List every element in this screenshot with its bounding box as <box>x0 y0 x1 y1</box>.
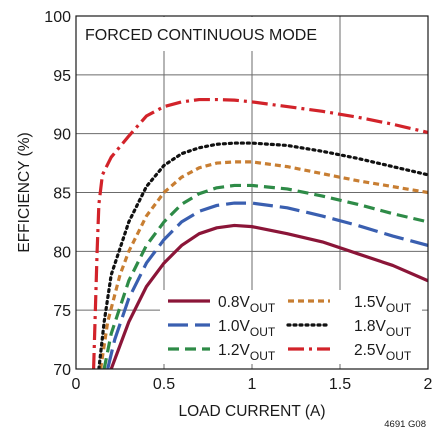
x-tick-label-0: 0 <box>72 376 81 393</box>
plot-frame <box>75 15 429 370</box>
legend-label-0: 0.8VOUT <box>218 294 276 315</box>
y-tick-label-0: 70 <box>53 362 71 379</box>
y-tick-label-3: 85 <box>53 186 71 203</box>
series-line-0 <box>109 223 428 369</box>
x-axis-title: LOAD CURRENT (A) <box>179 403 326 420</box>
annotation-background <box>77 17 313 51</box>
legend-label-4: 1.8VOUT <box>354 318 412 339</box>
legend-label-1: 1.0VOUT <box>218 318 276 339</box>
legend-label-2: 1.2VOUT <box>218 342 276 363</box>
x-tick-label-3: 1.5 <box>329 376 351 393</box>
legend-label-5: 2.5VOUT <box>354 342 412 363</box>
figure-id: 4691 G08 <box>384 419 426 430</box>
y-tick-label-6: 100 <box>44 9 71 26</box>
series-layer <box>92 97 428 369</box>
y-tick-label-5: 95 <box>53 68 71 85</box>
series-line-5 <box>92 97 428 369</box>
legend-label-3: 1.5VOUT <box>354 294 412 315</box>
series-line-4 <box>97 141 428 369</box>
series-line-3 <box>99 160 428 369</box>
y-tick-label-4: 90 <box>53 127 71 144</box>
series-line-1 <box>106 201 428 369</box>
x-tick-label-4: 2 <box>424 376 433 393</box>
y-tick-label-2: 80 <box>53 244 71 261</box>
series-line-2 <box>102 183 428 369</box>
x-tick-label-2: 1 <box>248 376 257 393</box>
y-tick-label-1: 75 <box>53 303 71 320</box>
legend: 0.8VOUT 1.0VOUT 1.2VOUT 1.5VOUT 1.8VOUT 2.5VO… <box>160 290 422 364</box>
tick-label-layer: 0 0.5 1 1.5 2 70 75 80 85 90 95 100 <box>44 9 432 393</box>
mode-annotation: FORCED CONTINUOUS MODE <box>85 27 317 44</box>
annotation-layer: FORCED CONTINUOUS MODE <box>77 17 317 51</box>
x-tick-label-1: 0.5 <box>153 376 175 393</box>
y-axis-title: EFFICIENCY (%) <box>16 132 33 252</box>
